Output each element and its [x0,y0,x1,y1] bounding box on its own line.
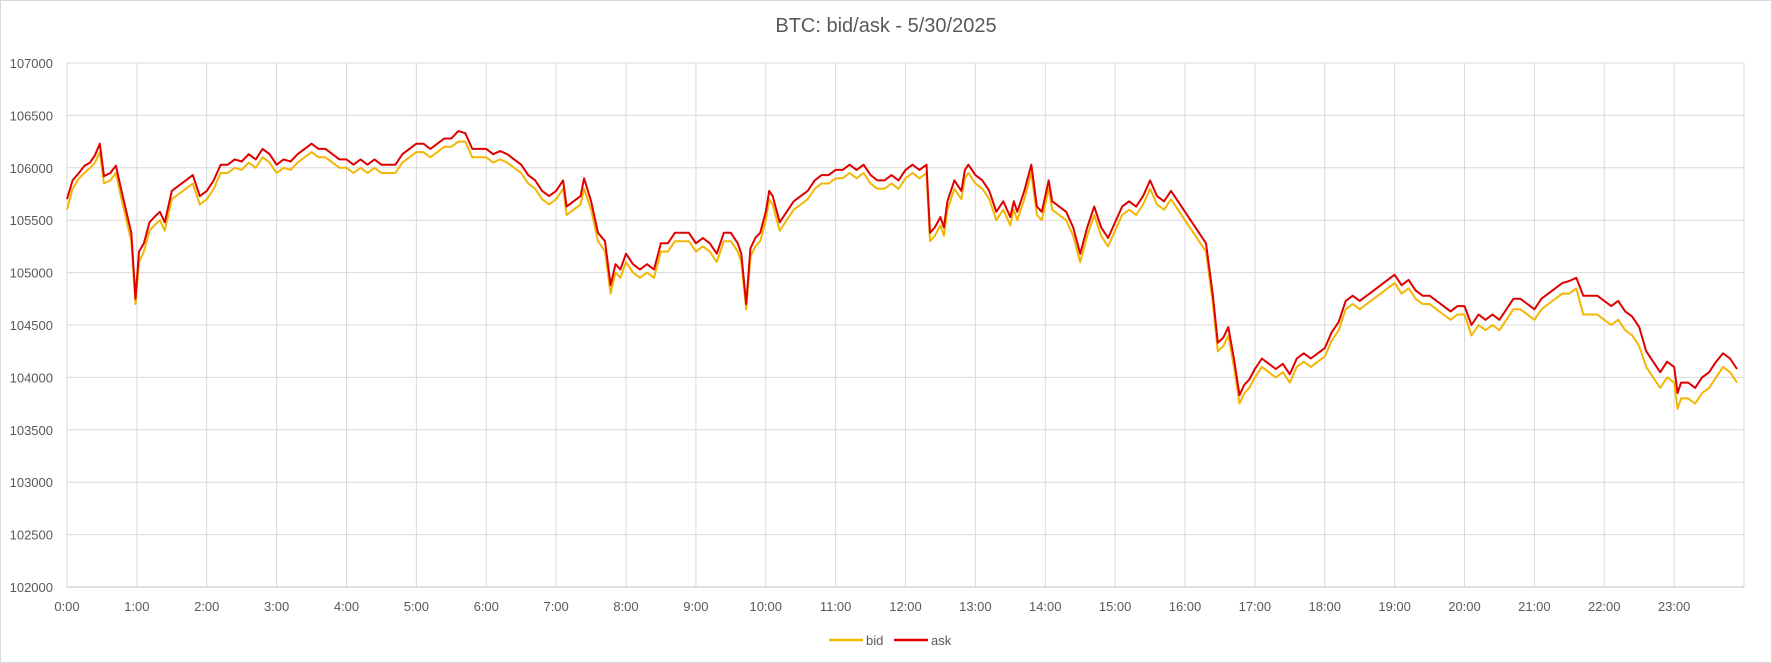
x-tick-label: 8:00 [613,599,638,614]
x-tick-label: 22:00 [1588,599,1621,614]
y-tick-label: 104000 [10,370,53,385]
x-tick-label: 6:00 [474,599,499,614]
x-tick-label: 10:00 [749,599,782,614]
series-lines [66,130,1738,410]
legend-label-bid: bid [866,633,883,648]
x-tick-label: 18:00 [1308,599,1341,614]
y-tick-label: 104500 [10,318,53,333]
x-tick-label: 23:00 [1658,599,1691,614]
y-tick-label: 102000 [10,580,53,595]
chart-title: BTC: bid/ask - 5/30/2025 [775,15,997,37]
x-tick-label: 13:00 [959,599,992,614]
x-tick-label: 7:00 [543,599,568,614]
y-tick-label: 106500 [10,108,53,123]
x-tick-label: 9:00 [683,599,708,614]
legend: bid ask [829,633,952,648]
y-axis-ticks: 102000 102500 103000 103500 104000 104500 1050… [10,56,53,595]
x-tick-label: 21:00 [1518,599,1551,614]
x-tick-label: 11:00 [820,599,852,614]
series-line-ask [66,130,1738,397]
x-tick-label: 2:00 [194,599,219,614]
y-tick-label: 102500 [10,528,53,543]
x-tick-label: 4:00 [334,599,359,614]
x-tick-label: 20:00 [1448,599,1481,614]
y-tick-label: 103500 [10,423,53,438]
y-tick-label: 106000 [10,161,53,176]
x-tick-label: 19:00 [1378,599,1411,614]
x-tick-label: 0:00 [54,599,79,614]
y-tick-label: 103000 [10,475,53,490]
x-tick-label: 3:00 [264,599,289,614]
x-tick-label: 12:00 [889,599,922,614]
y-tick-label: 105500 [10,213,53,228]
x-tick-label: 14:00 [1029,599,1062,614]
x-axis-ticks: 0:00 1:00 2:00 3:00 4:00 5:00 6:00 7:00 8:00 9:00… [54,599,1690,614]
series-line-bid [66,140,1738,410]
y-tick-label: 107000 [10,56,53,71]
x-tick-label: 5:00 [404,599,429,614]
legend-label-ask: ask [931,633,952,648]
x-tick-label: 16:00 [1169,599,1202,614]
gridlines [66,62,1745,588]
x-tick-label: 15:00 [1099,599,1132,614]
x-tick-label: 17:00 [1239,599,1272,614]
x-tick-label: 1:00 [124,599,149,614]
y-tick-label: 105000 [10,266,53,281]
